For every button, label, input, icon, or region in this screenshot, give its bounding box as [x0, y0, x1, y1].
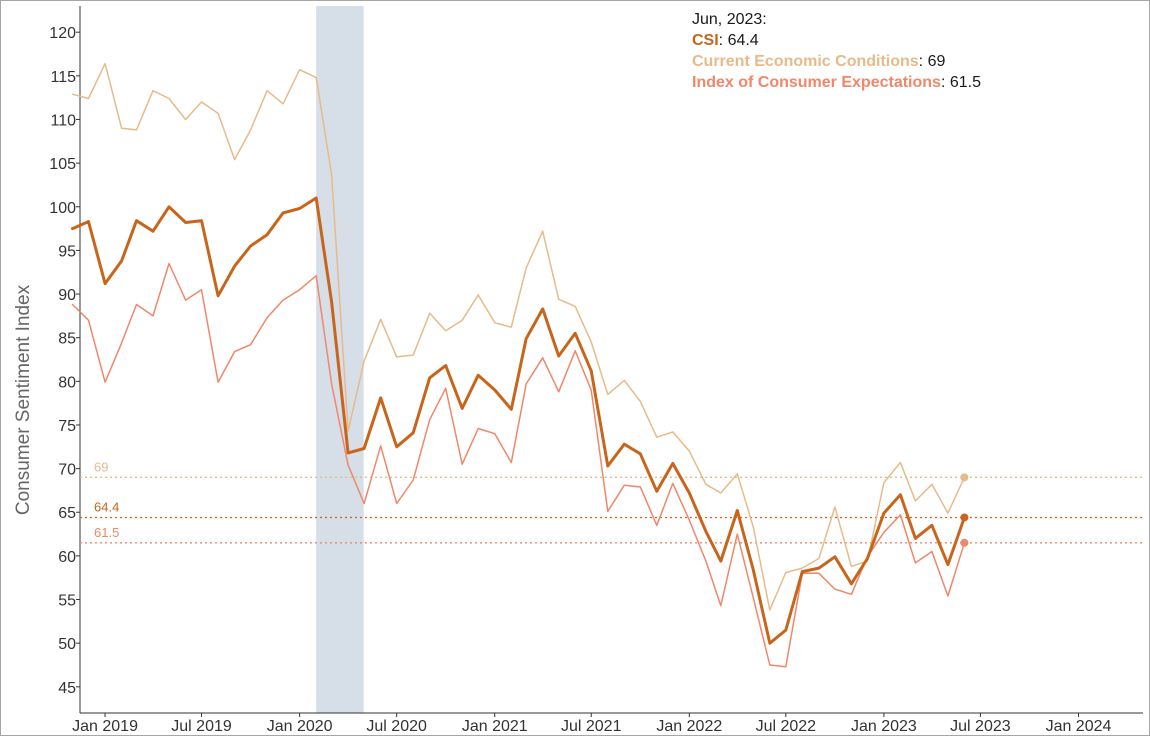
x-tick-label: Jul 2020 — [366, 718, 427, 735]
end-point-csi — [960, 513, 969, 522]
y-tick-label: 50 — [58, 636, 76, 653]
y-tick-label: 55 — [58, 593, 76, 610]
y-tick-label: 60 — [58, 549, 76, 566]
y-tick-label: 105 — [49, 156, 76, 173]
x-tick-label: Jul 2021 — [561, 718, 622, 735]
x-tick-label: Jan 2023 — [851, 718, 917, 735]
tooltip-row-csi: CSI: 64.4 — [692, 32, 759, 49]
y-tick-label: 100 — [49, 200, 76, 217]
y-tick-label: 115 — [50, 69, 76, 86]
y-tick-label: 95 — [58, 243, 76, 260]
end-point-index-of-consumer-expectations — [960, 538, 969, 547]
y-tick-label: 45 — [58, 680, 76, 697]
tooltip-series-value: 69 — [927, 53, 946, 70]
end-point-current-economic-conditions — [960, 473, 969, 482]
series-line-current-economic-conditions — [71, 62, 966, 611]
x-tick-label: Jan 2019 — [72, 718, 138, 735]
reference-line-label: 64.4 — [94, 499, 119, 514]
y-tick-label: 65 — [58, 505, 76, 522]
x-tick-label: Jan 2024 — [1046, 718, 1112, 735]
tooltip-row-expectations: Index of Consumer Expectations: 61.5 — [692, 74, 981, 91]
end-point-markers — [960, 473, 969, 547]
hover-tooltip: Jun, 2023: CSI: 64.4 Current Economic Co… — [692, 9, 981, 93]
tooltip-series-value: 64.4 — [727, 32, 759, 49]
y-tick-label: 90 — [58, 287, 76, 304]
reference-line-label: 61.5 — [94, 525, 119, 540]
tooltip-series-name: CSI — [692, 32, 719, 49]
x-tick-label: Jul 2022 — [756, 718, 817, 735]
y-tick-label: 85 — [58, 331, 76, 348]
recession-band-layer — [316, 6, 364, 713]
y-tick-label: 110 — [50, 112, 76, 129]
x-tick-label: Jul 2019 — [171, 718, 232, 735]
x-axis-ticks: Jan 2019 Jul 2019 Jan 2020 Jul 2020 Jan 2021… — [72, 713, 1112, 735]
series-lines — [71, 62, 966, 668]
tooltip-series-name: Index of Consumer Expectations — [692, 74, 941, 91]
axes — [79, 6, 1143, 714]
x-tick-label: Jan 2021 — [462, 718, 528, 735]
reference-line-label: 69 — [94, 459, 108, 474]
tooltip-row-current-conditions: Current Economic Conditions: 69 — [692, 53, 946, 70]
y-tick-label: 80 — [58, 374, 76, 391]
x-tick-label: Jan 2020 — [267, 718, 333, 735]
tooltip-date: Jun, 2023: — [692, 11, 767, 28]
recession-band — [316, 6, 364, 713]
series-line-csi — [71, 196, 966, 645]
reference-lines: 69 64.4 61.5 — [80, 459, 1143, 544]
y-axis-ticks: 45 50 55 60 65 70 75 80 85 90 95 100 105 110 115 120 — [49, 25, 80, 697]
y-axis-title: Consumer Sentiment Index — [13, 284, 34, 515]
y-tick-label: 70 — [58, 462, 76, 479]
series-line-index-of-consumer-expectations — [71, 262, 966, 668]
tooltip-series-name: Current Economic Conditions — [692, 53, 919, 70]
y-tick-label: 120 — [49, 25, 76, 42]
x-tick-label: Jul 2023 — [950, 718, 1011, 735]
tooltip-series-value: 61.5 — [949, 74, 981, 91]
y-tick-label: 75 — [58, 418, 76, 435]
x-tick-label: Jan 2022 — [656, 718, 722, 735]
